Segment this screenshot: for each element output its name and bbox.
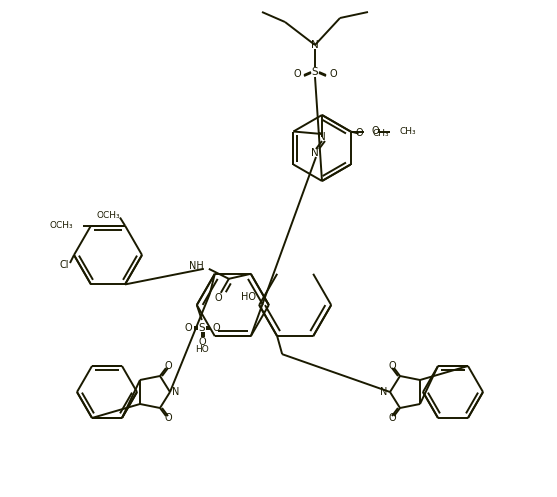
Text: S: S	[198, 323, 205, 333]
Text: N: N	[311, 148, 319, 158]
Text: O: O	[184, 323, 192, 333]
Text: OCH₃: OCH₃	[50, 221, 73, 230]
Text: O: O	[388, 413, 396, 423]
Text: NH: NH	[189, 261, 204, 271]
Text: N: N	[380, 387, 388, 397]
Text: N: N	[311, 40, 319, 50]
Text: O: O	[198, 337, 206, 347]
Text: HO: HO	[241, 292, 256, 302]
Text: Cl: Cl	[60, 260, 69, 270]
Text: O: O	[164, 413, 172, 423]
Text: CH₃: CH₃	[373, 129, 389, 138]
Text: CH₃: CH₃	[399, 127, 416, 136]
Text: O: O	[372, 127, 379, 137]
Text: O: O	[214, 293, 222, 303]
Text: N: N	[172, 387, 180, 397]
Text: O: O	[355, 129, 363, 139]
Text: O: O	[388, 361, 396, 371]
Text: O: O	[329, 69, 337, 79]
Text: HO: HO	[195, 345, 209, 354]
Text: S: S	[312, 67, 318, 77]
Text: O: O	[212, 323, 219, 333]
Text: N: N	[318, 132, 326, 142]
Text: O: O	[164, 361, 172, 371]
Text: O: O	[293, 69, 301, 79]
Text: OCH₃: OCH₃	[96, 211, 120, 220]
